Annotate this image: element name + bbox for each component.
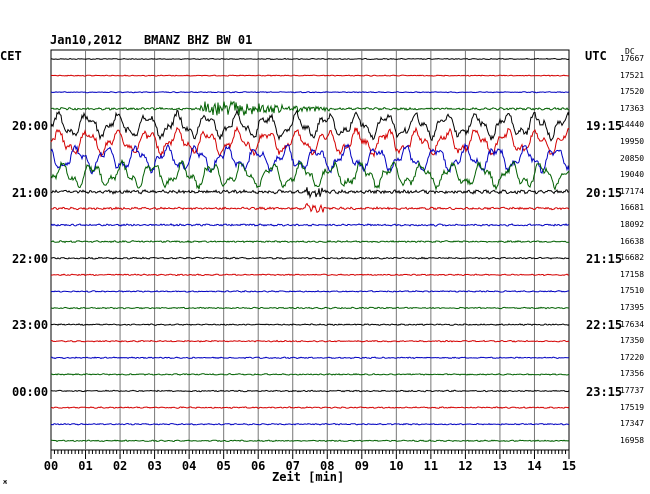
x-tick-label: 13 bbox=[492, 459, 508, 473]
seismic-trace bbox=[50, 108, 570, 142]
x-tick-label: 10 bbox=[389, 459, 404, 473]
x-tick-label: 12 bbox=[458, 459, 473, 473]
seismic-trace bbox=[50, 406, 570, 409]
seismic-trace bbox=[50, 239, 570, 244]
right-time-label: 23:15 bbox=[586, 385, 623, 399]
trace-offset-label: 16958 bbox=[620, 435, 645, 445]
left-timezone-label: CET bbox=[0, 49, 22, 63]
trace-offset-label: 17174 bbox=[620, 186, 645, 196]
seismic-trace bbox=[50, 158, 570, 191]
seismic-trace bbox=[50, 91, 570, 94]
right-timezone-label: UTC bbox=[585, 49, 607, 63]
left-time-label: 21:00 bbox=[12, 186, 49, 200]
trace-offset-label: 17347 bbox=[620, 419, 645, 429]
seismic-trace bbox=[50, 323, 570, 326]
left-time-label: 20:00 bbox=[12, 119, 49, 133]
header-station: BMANZ BHZ BW 01 bbox=[143, 33, 253, 47]
trace-offset-label: 17363 bbox=[620, 103, 645, 113]
x-tick-label: 01 bbox=[78, 459, 93, 473]
x-tick-label: 05 bbox=[216, 459, 231, 473]
x-tick-label: 09 bbox=[354, 459, 370, 473]
trace-offset-label: 17520 bbox=[620, 87, 645, 97]
seismic-trace bbox=[50, 339, 570, 343]
trace-offset-label: 17395 bbox=[620, 303, 645, 312]
x-tick-label: 08 bbox=[320, 459, 335, 473]
trace-offset-label: 19950 bbox=[620, 137, 645, 146]
corner-mark: ж bbox=[3, 478, 8, 486]
trace-offset-label: 17510 bbox=[620, 286, 645, 296]
x-tick-label: 14 bbox=[527, 459, 542, 473]
trace-offset-label: 17356 bbox=[620, 369, 645, 379]
seismic-trace bbox=[50, 422, 569, 426]
trace-offset-label: 20850 bbox=[620, 153, 645, 163]
trace-offset-label: 17220 bbox=[620, 352, 645, 362]
seismic-trace bbox=[50, 439, 570, 443]
left-time-label: 22:00 bbox=[12, 252, 49, 266]
x-tick-label: 03 bbox=[147, 459, 162, 473]
seismic-trace bbox=[50, 389, 570, 393]
seismic-trace bbox=[50, 373, 570, 376]
seismic-trace bbox=[50, 223, 569, 227]
seismic-trace bbox=[50, 306, 569, 310]
seismic-trace bbox=[50, 356, 570, 360]
trace-offset-label: 17634 bbox=[620, 319, 645, 329]
seismic-trace bbox=[51, 202, 570, 214]
x-tick-label: 15 bbox=[561, 459, 577, 473]
trace-offset-label: 17158 bbox=[620, 269, 645, 279]
x-axis-label: Zeit [min] bbox=[272, 470, 345, 484]
seismic-trace bbox=[50, 256, 570, 260]
right-time-label: 21:15 bbox=[586, 252, 623, 266]
seismic-trace bbox=[50, 125, 570, 159]
x-tick-label: 07 bbox=[285, 459, 300, 473]
seismic-trace bbox=[50, 100, 570, 116]
x-tick-label: 00 bbox=[43, 459, 59, 473]
trace-offset-label: 17350 bbox=[620, 336, 645, 346]
seismic-trace bbox=[50, 273, 570, 277]
left-time-label: 23:00 bbox=[12, 318, 49, 332]
trace-offset-label: 18092 bbox=[620, 220, 645, 229]
dc-label: DC bbox=[625, 47, 635, 56]
trace-offset-label: 17521 bbox=[620, 70, 645, 80]
trace-offset-label: 16682 bbox=[620, 253, 645, 263]
trace-offset-label: 16681 bbox=[620, 203, 645, 213]
right-time-label: 20:15 bbox=[586, 186, 623, 200]
right-time-label: 22:15 bbox=[586, 318, 623, 332]
trace-offset-label: 17667 bbox=[620, 54, 645, 63]
x-tick-label: 06 bbox=[250, 459, 266, 473]
left-time-label: 00:00 bbox=[12, 385, 49, 399]
seismic-trace bbox=[50, 290, 570, 293]
trace-offset-label: 17519 bbox=[620, 402, 645, 412]
x-tick-label: 11 bbox=[423, 459, 439, 473]
header-date: Jan10,2012 bbox=[50, 33, 123, 47]
trace-offset-label: 19040 bbox=[620, 170, 645, 180]
trace-offset-label: 16638 bbox=[620, 236, 645, 246]
seismic-trace bbox=[50, 187, 570, 200]
chart-header: Jan10,2012 BMANZ BHZ BW 01 bbox=[50, 33, 252, 47]
seismic-trace bbox=[50, 57, 570, 61]
trace-offset-label: 17737 bbox=[620, 386, 645, 395]
right-time-label: 19:15 bbox=[586, 119, 623, 133]
trace-offset-label: 14440 bbox=[620, 120, 645, 130]
x-tick-label: 04 bbox=[181, 459, 197, 473]
x-tick-label: 02 bbox=[112, 459, 128, 473]
seismic-trace bbox=[50, 74, 570, 77]
